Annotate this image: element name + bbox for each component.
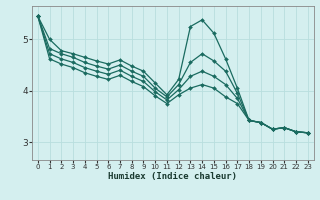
- X-axis label: Humidex (Indice chaleur): Humidex (Indice chaleur): [108, 172, 237, 181]
